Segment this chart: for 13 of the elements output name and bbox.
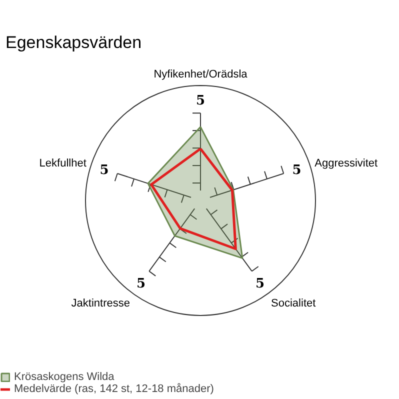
text: 5 bbox=[292, 163, 302, 178]
spoke-label: Socialitet bbox=[271, 298, 316, 310]
text: 5 bbox=[196, 93, 206, 108]
legend-label: Medelvärde (ras, 142 st, 12-18 månader) bbox=[14, 383, 214, 395]
spoke-label: Jaktintresse bbox=[71, 298, 130, 310]
legend-label: Krösaskogens Wilda bbox=[14, 371, 114, 383]
spoke-label: Nyfikenhet/Orädsla bbox=[154, 68, 248, 80]
text: 5 bbox=[255, 276, 265, 292]
text: 5 bbox=[100, 163, 109, 178]
chart-title: Egenskapsvärden bbox=[6, 33, 142, 52]
spoke-label: Lekfullhet bbox=[39, 157, 86, 170]
spoke-label: Aggressivitet bbox=[314, 157, 378, 170]
text: 5 bbox=[136, 276, 146, 292]
